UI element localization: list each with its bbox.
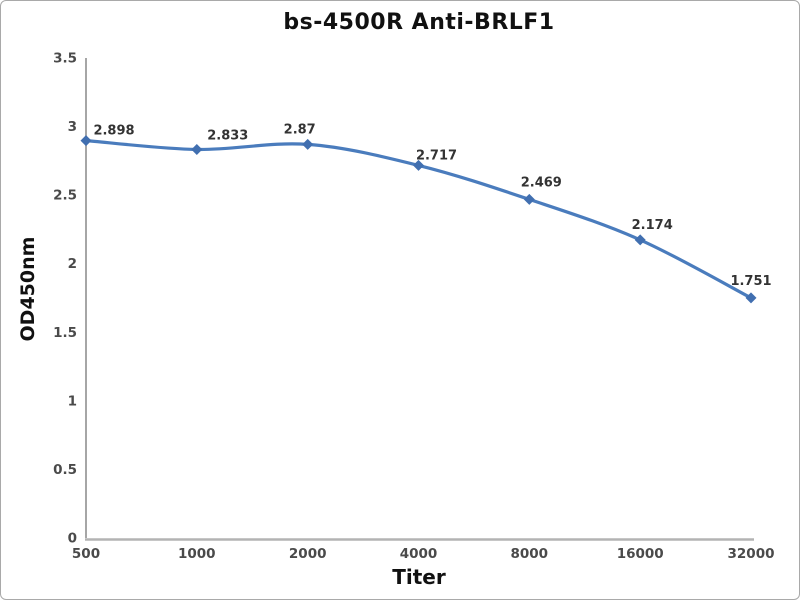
x-tick-label: 2000 [289,546,327,562]
y-tick-label: 1.5 [53,325,77,341]
y-tick-label: 0.5 [53,462,77,478]
x-tick-label: 32000 [728,546,775,562]
data-point-label: 2.469 [521,175,562,190]
data-point-marker [523,193,535,205]
data-point-marker [302,138,314,150]
x-tick-label: 16000 [617,546,664,562]
data-point-marker [745,292,757,304]
data-point-label: 2.833 [207,129,248,144]
data-point-marker [413,159,424,171]
y-tick-label: 0 [68,531,77,547]
data-point-label: 2.87 [284,122,316,137]
x-tick-label: 500 [72,546,100,562]
x-tick-label: 8000 [511,546,549,562]
y-tick-label: 2 [68,256,77,272]
y-tick-label: 3.5 [53,51,77,67]
data-point-label: 2.174 [632,218,673,233]
chart-title: bs-4500R Anti-BRLF1 [283,10,555,35]
data-point-label: 2.717 [416,148,457,163]
x-tick-label: 4000 [400,546,438,562]
y-tick-label: 2.5 [53,188,77,204]
data-point-label: 2.898 [93,124,134,139]
y-tick-label: 1 [68,393,77,409]
data-point-marker [191,144,203,155]
y-tick-label: 3 [68,119,77,135]
x-axis-title: Titer [392,565,446,589]
data-point-marker [80,135,92,147]
x-tick-label: 1000 [178,546,216,562]
data-point-label: 1.751 [730,274,771,289]
data-point-marker [634,234,646,246]
